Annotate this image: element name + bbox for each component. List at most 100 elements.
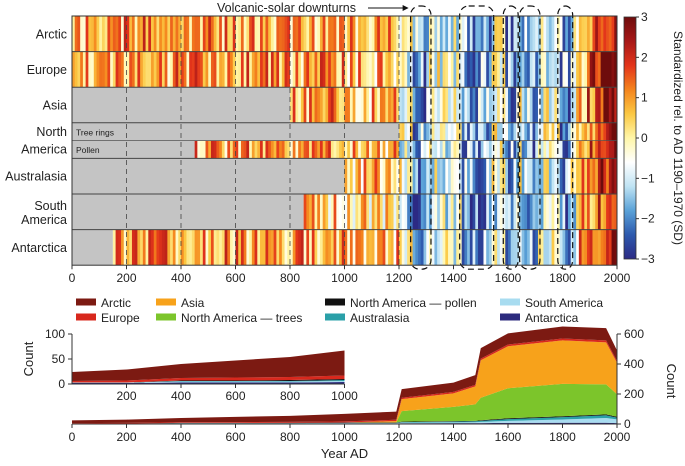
- heat-cell: [464, 51, 468, 88]
- heat-cell: [480, 158, 484, 194]
- heat-cell: [418, 229, 422, 266]
- heat-cell: [388, 51, 392, 88]
- heat-cell: [570, 194, 574, 230]
- heat-cell: [567, 122, 572, 141]
- heat-cell: [461, 194, 465, 230]
- heat-cell: [529, 140, 533, 159]
- heat-cell: [396, 140, 400, 159]
- heat-cell: [497, 16, 501, 52]
- colorbar-tick-label: 1: [641, 91, 648, 105]
- heat-cell: [325, 87, 329, 123]
- heat-cell: [219, 229, 223, 266]
- heat-cell: [562, 158, 566, 194]
- colorbar-tick-label: −2: [641, 212, 655, 226]
- heat-cell: [148, 51, 152, 88]
- heat-cell: [592, 122, 596, 141]
- inset-y-tick-label: 100: [45, 327, 65, 341]
- heat-cell: [611, 87, 615, 123]
- heat-cell: [194, 140, 198, 159]
- heat-cell: [554, 194, 558, 230]
- heat-cell: [344, 229, 348, 266]
- heat-cell: [606, 140, 610, 159]
- heat-cell: [99, 16, 103, 52]
- heat-cell: [508, 140, 512, 159]
- heat-cell: [407, 158, 411, 194]
- heat-cell: [431, 229, 435, 266]
- heat-cell: [290, 87, 294, 123]
- heat-cell: [478, 158, 482, 194]
- heat-cell: [161, 229, 166, 266]
- heat-cell: [453, 122, 457, 141]
- heat-cell: [216, 16, 220, 52]
- heat-cell: [355, 51, 359, 88]
- heat-cell: [238, 140, 242, 159]
- heat-cell: [131, 16, 136, 52]
- heat-cell: [467, 140, 471, 159]
- heat-cell: [333, 194, 337, 230]
- heat-cell: [262, 140, 266, 159]
- heat-cell: [442, 122, 446, 141]
- heat-cell: [292, 229, 296, 266]
- heat-cell: [497, 87, 501, 123]
- heat-cell: [213, 140, 217, 159]
- heat-cell: [314, 51, 318, 88]
- heat-cell: [355, 229, 359, 266]
- heat-cell: [527, 122, 531, 141]
- heat-cell: [235, 140, 239, 159]
- row-label: Australasia: [5, 170, 67, 184]
- heat-cell: [352, 16, 356, 52]
- x-tick-label: 1600: [495, 430, 522, 444]
- heat-cell: [366, 229, 370, 266]
- heat-cell: [399, 140, 403, 159]
- heat-cell: [123, 16, 127, 52]
- heat-cell: [518, 158, 523, 194]
- heat-cell: [450, 16, 454, 52]
- heat-cell: [502, 140, 506, 159]
- heat-cell: [194, 16, 198, 52]
- heat-cell: [404, 194, 408, 230]
- heat-cell: [159, 16, 163, 52]
- heat-cell: [418, 51, 422, 88]
- heat-cell: [554, 87, 558, 123]
- heat-cell: [480, 194, 484, 230]
- heat-cell: [483, 158, 487, 194]
- heat-cell: [396, 16, 400, 52]
- heat-cell: [210, 140, 215, 159]
- heat-cell: [151, 16, 155, 52]
- heat-cell: [404, 87, 408, 123]
- heat-cell: [488, 16, 493, 52]
- heat-cell: [600, 194, 604, 230]
- heat-cell: [131, 229, 136, 266]
- heat-cell: [369, 87, 373, 123]
- heat-cell: [153, 229, 157, 266]
- heat-cell: [306, 140, 310, 159]
- heat-cell: [385, 87, 389, 123]
- heat-cell: [172, 16, 176, 52]
- heat-cell: [486, 158, 490, 194]
- heat-cell: [230, 51, 234, 88]
- heat-cell: [205, 51, 209, 88]
- x-tick-label: 200: [116, 430, 136, 444]
- heat-cell: [532, 140, 536, 159]
- heat-cell: [352, 140, 356, 159]
- heat-cell: [434, 51, 438, 88]
- missing-data-region: [72, 122, 399, 141]
- heat-cell: [175, 16, 179, 52]
- heat-cell: [142, 229, 146, 266]
- heat-cell: [183, 229, 187, 266]
- heat-cell: [409, 16, 414, 52]
- heat-cell: [186, 16, 190, 52]
- heat-cell: [276, 51, 280, 88]
- heat-cell: [377, 194, 381, 230]
- heat-cell: [516, 194, 520, 230]
- heat-cell: [592, 16, 596, 52]
- heat-cell: [600, 122, 604, 141]
- heat-cell: [115, 16, 119, 52]
- heat-cell: [183, 16, 187, 52]
- heat-cell: [505, 194, 509, 230]
- heat-cell: [524, 158, 528, 194]
- heat-cell: [546, 158, 550, 194]
- x-tick-label: 0: [69, 430, 76, 444]
- heat-cell: [472, 16, 476, 52]
- heat-cell: [491, 122, 495, 141]
